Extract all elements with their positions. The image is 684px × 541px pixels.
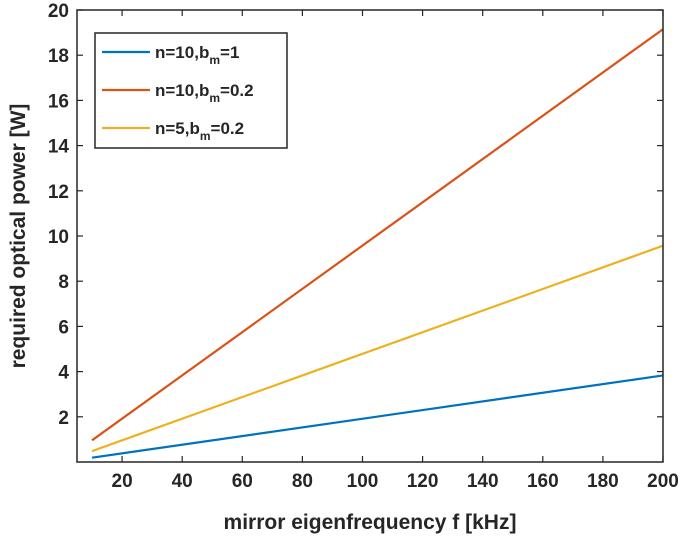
y-tick-label: 10 (48, 227, 69, 248)
y-tick-label: 16 (48, 91, 69, 112)
x-tick-label: 200 (647, 471, 679, 492)
y-tick-label: 20 (48, 1, 69, 22)
plot-frame (76, 9, 664, 463)
legend: n=10,bm=1n=10,bm=0.2n=5,bm=0.2 (94, 32, 288, 149)
series-layer (91, 28, 664, 459)
y-tick-label: 12 (48, 182, 69, 203)
legend-label: n=10,bm=1 (155, 43, 239, 67)
x-tick-label: 120 (407, 471, 439, 492)
legend-label: n=10,bm=0.2 (155, 81, 254, 105)
legend-label-subscript: m (209, 91, 220, 105)
x-tick-label: 80 (292, 471, 313, 492)
x-axis-title: mirror eigenfrequency f [kHz] (224, 511, 517, 534)
y-tick-label: 14 (48, 137, 70, 158)
y-tick-label: 2 (58, 408, 69, 429)
series-line (91, 28, 664, 442)
x-tick-label: 180 (587, 471, 619, 492)
legend-label-tail: =0.2 (211, 119, 245, 138)
legend-label-tail: =0.2 (220, 81, 254, 100)
series-line (91, 374, 664, 459)
legend-label-subscript: m (200, 129, 211, 143)
legend-label-main: n=10,b (155, 81, 209, 100)
legend-label-subscript: m (209, 53, 220, 67)
x-tick-label: 60 (232, 471, 253, 492)
x-tick-label: 100 (347, 471, 379, 492)
legend-label: n=5,bm=0.2 (155, 119, 244, 143)
legend-label-tail: =1 (220, 43, 239, 62)
y-tick-label: 18 (48, 46, 69, 67)
x-tick-label: 20 (112, 471, 133, 492)
x-tick-label: 40 (172, 471, 193, 492)
y-tick-label: 6 (58, 317, 69, 338)
x-tick-label: 140 (467, 471, 499, 492)
legend-label-main: n=5,b (155, 119, 200, 138)
y-axis-title: required optical power [W] (7, 104, 30, 369)
series-line (91, 244, 664, 453)
legend-label-main: n=10,b (155, 43, 209, 62)
x-tick-label: 160 (527, 471, 559, 492)
y-tick-label: 8 (58, 272, 69, 293)
tick-layer: 20 40 60 80 100 120 140 160 180 200 2 4 6 8 10 12 14 16 18… (48, 1, 679, 492)
y-tick-label: 4 (58, 363, 69, 384)
legend-entries: n=10,bm=1n=10,bm=0.2n=5,bm=0.2 (102, 43, 254, 143)
